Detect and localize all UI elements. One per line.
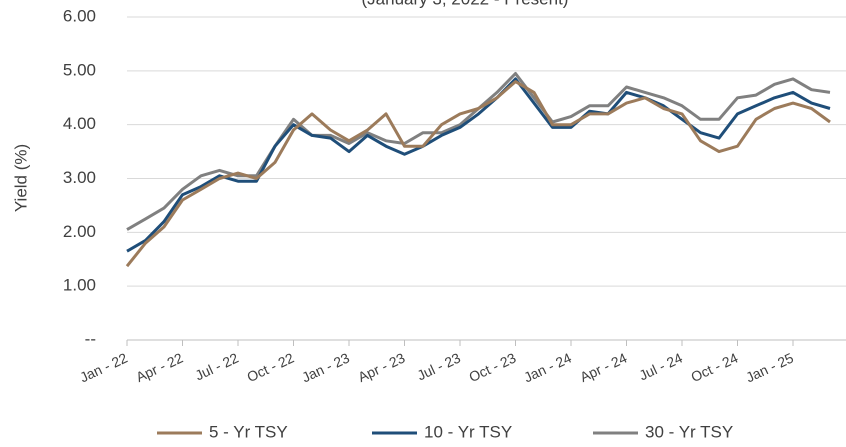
- x-tick-label: Apr - 22: [133, 349, 185, 385]
- x-tick-label: Apr - 23: [355, 349, 407, 385]
- y-axis-label: Yield (%): [11, 144, 30, 212]
- x-tick-label: Jan - 24: [521, 349, 574, 385]
- legend-label: 30 - Yr TSY: [645, 422, 733, 441]
- y-tick-label: 6.00: [63, 6, 96, 25]
- y-tick-label: --: [85, 329, 96, 348]
- x-tick-label: Jan - 25: [743, 349, 796, 385]
- x-tick-label: Jul - 23: [414, 349, 463, 383]
- x-tick-label: Jan - 23: [299, 349, 352, 385]
- x-tick-label: Oct - 22: [244, 349, 296, 385]
- x-tick-label: Oct - 23: [466, 349, 518, 385]
- y-tick-label: 4.00: [63, 114, 96, 133]
- legend-label: 10 - Yr TSY: [424, 422, 512, 441]
- x-tick-label: Oct - 24: [688, 349, 740, 385]
- series-line: [126, 77, 831, 253]
- y-tick-label: 3.00: [63, 168, 96, 187]
- x-tick-label: Jul - 24: [636, 349, 685, 383]
- series-line: [126, 72, 831, 231]
- legend-label: 5 - Yr TSY: [209, 422, 288, 441]
- x-tick-label: Apr - 24: [577, 349, 629, 385]
- y-tick-label: 5.00: [63, 60, 96, 79]
- x-tick-label: Jan - 22: [77, 349, 130, 385]
- y-tick-label: 2.00: [63, 222, 96, 241]
- series-line: [125, 80, 831, 268]
- x-tick-label: Jul - 22: [192, 349, 241, 383]
- chart-subtitle: (January 3, 2022 - Present): [362, 0, 569, 8]
- y-tick-label: 1.00: [63, 276, 96, 295]
